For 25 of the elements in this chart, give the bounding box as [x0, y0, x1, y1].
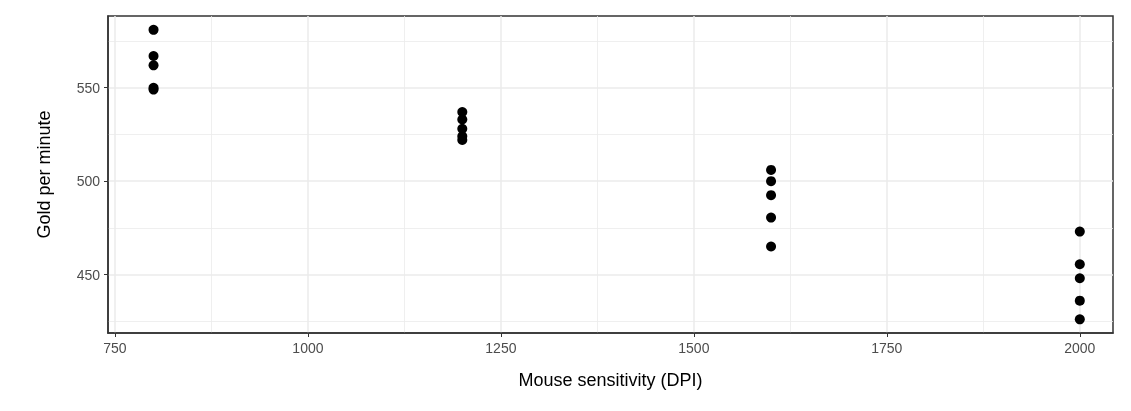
point: [457, 114, 468, 125]
point: [1074, 259, 1085, 270]
point: [1074, 295, 1085, 306]
x-tick-label: 1250: [485, 340, 517, 356]
y-axis-title: Gold per minute: [34, 110, 54, 239]
y-tick-label: 450: [76, 266, 101, 283]
x-tick-label: 1000: [292, 340, 324, 356]
x-tick-label: 750: [103, 340, 127, 356]
point: [1074, 314, 1085, 325]
x-tick-label: 1750: [871, 340, 903, 356]
point: [766, 164, 777, 175]
y-tick-label: 500: [76, 173, 101, 190]
x-tick-label: 2000: [1064, 340, 1096, 356]
point: [148, 24, 159, 35]
x-axis-title: Mouse sensitivity (DPI): [518, 370, 703, 390]
point: [1074, 273, 1085, 284]
point: [148, 50, 159, 61]
x-tick-label: 1500: [678, 340, 710, 356]
point: [1074, 226, 1085, 237]
point: [766, 241, 777, 252]
y-tick-label: 550: [76, 79, 101, 96]
point: [766, 176, 777, 187]
point: [148, 60, 159, 71]
point: [766, 190, 777, 201]
point: [766, 212, 777, 223]
